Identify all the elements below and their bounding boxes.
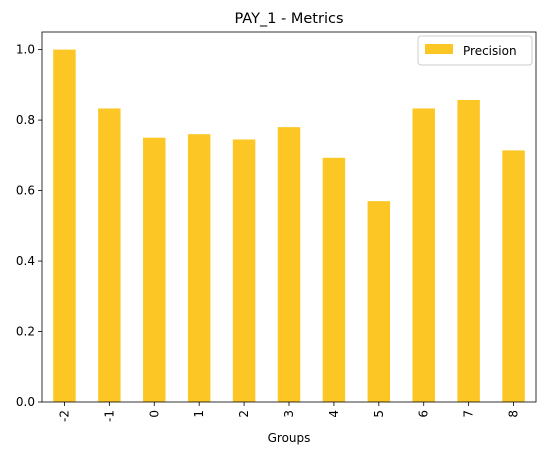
bar-3: [277, 127, 301, 403]
bar-8: [502, 150, 525, 402]
plot-frame: [41, 31, 537, 403]
x-tick-label: 5: [372, 410, 386, 418]
x-axis-label: Groups: [268, 431, 311, 445]
y-tick-label: 0.2: [16, 325, 35, 339]
y-tick-label: 0.8: [16, 113, 35, 127]
x-tick-label: 2: [237, 410, 251, 418]
bar-0: [143, 137, 166, 402]
chart-title: PAY_1 - Metrics: [234, 11, 343, 27]
x-tick-label: -1: [102, 410, 116, 422]
x-tick-label: 4: [327, 410, 341, 418]
bar-1: [187, 134, 211, 402]
x-tick-label: 8: [507, 410, 521, 418]
y-tick-label: 0.6: [16, 184, 35, 198]
y-tick-label: 1.0: [16, 43, 35, 57]
bar--2: [53, 49, 76, 402]
x-tick-label: 3: [282, 410, 296, 418]
bar-5: [367, 201, 391, 402]
bar-2: [232, 139, 256, 402]
x-tick-label: 7: [462, 410, 476, 418]
bar--1: [98, 108, 121, 402]
bar-7: [457, 100, 480, 402]
x-tick-label: 0: [147, 410, 161, 418]
x-tick-label: 1: [192, 410, 206, 418]
legend-label: Precision: [463, 44, 517, 58]
bar-4: [322, 157, 346, 402]
bar-6: [412, 108, 435, 402]
bars: [53, 49, 525, 403]
legend-frame: [417, 35, 533, 66]
x-axis: -2 -1 0 1 2 3 4 5 6 7 8: [57, 402, 521, 422]
y-tick-label: 0.4: [16, 254, 35, 268]
x-tick-label: 6: [417, 410, 431, 418]
y-tick-label: 0.0: [16, 395, 35, 409]
x-tick-label: -2: [57, 410, 71, 422]
y-axis: 0.0 0.2 0.4 0.6 0.8 1.0: [16, 43, 42, 409]
legend: Precision: [417, 35, 533, 66]
legend-swatch: [425, 44, 453, 54]
